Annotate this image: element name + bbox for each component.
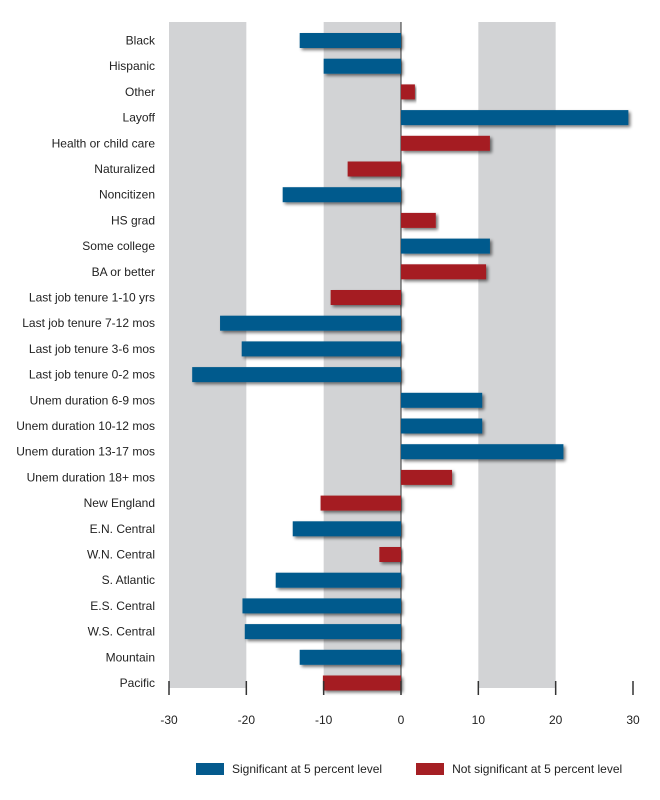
x-tick-label: 0 [398, 713, 405, 727]
bar [275, 572, 401, 588]
bar [320, 495, 401, 511]
bar [244, 624, 401, 640]
category-label: E.S. Central [90, 599, 155, 613]
bar [323, 58, 401, 74]
category-label: Black [126, 34, 156, 48]
bar [347, 161, 401, 177]
legend: Significant at 5 percent level Not signi… [196, 762, 656, 776]
bar [379, 547, 401, 562]
category-label: Last job tenure 1-10 yrs [29, 291, 155, 305]
category-label: Hispanic [109, 59, 155, 73]
category-label: HS grad [111, 213, 155, 227]
x-tick-label: -10 [315, 713, 333, 727]
bar [401, 418, 483, 434]
bar [330, 290, 401, 305]
category-label: S. Atlantic [102, 573, 155, 587]
x-tick-label: -30 [160, 713, 178, 727]
bar [401, 212, 436, 228]
bar [241, 341, 401, 357]
grid-band [478, 22, 556, 688]
legend-item-not-significant: Not significant at 5 percent level [416, 762, 622, 776]
category-label: Unem duration 18+ mos [27, 470, 155, 484]
category-label: Last job tenure 7-12 mos [22, 316, 155, 330]
category-label: Layoff [123, 111, 156, 125]
bar [282, 187, 401, 203]
bar [401, 264, 487, 280]
bars [192, 33, 629, 691]
category-label: Noncitizen [99, 188, 155, 202]
category-label: Mountain [106, 650, 155, 664]
bar [401, 238, 490, 254]
bar [242, 598, 401, 614]
legend-label-significant: Significant at 5 percent level [232, 762, 383, 776]
category-label: Health or child care [52, 136, 156, 150]
legend-item-significant: Significant at 5 percent level [196, 762, 382, 776]
category-label: E.N. Central [90, 522, 155, 536]
bar [401, 135, 490, 151]
bar-chart: Black Hispanic Other Layoff Health or child … [16, 22, 640, 727]
bar [401, 444, 564, 460]
bar [401, 469, 453, 485]
bar [192, 367, 401, 383]
bar [401, 110, 629, 126]
x-tick-label: 30 [626, 713, 640, 727]
category-label: Unem duration 6-9 mos [30, 393, 155, 407]
category-label: Other [125, 85, 155, 99]
legend-swatch-not-significant [416, 763, 445, 775]
category-label: Naturalized [94, 162, 155, 176]
bar [292, 521, 401, 537]
bar [401, 84, 415, 100]
bar [299, 33, 401, 48]
category-label: Last job tenure 3-6 mos [29, 342, 155, 356]
legend-swatch-significant [196, 763, 224, 775]
category-label: Pacific [120, 676, 155, 690]
category-label: Some college [82, 239, 155, 253]
bar [220, 315, 401, 331]
bar [299, 649, 401, 665]
x-axis: -30 -20 -10 0 10 20 30 [160, 681, 640, 727]
category-label: BA or better [92, 265, 155, 279]
legend-label-not-significant: Not significant at 5 percent level [452, 762, 623, 776]
category-label: New England [84, 496, 155, 510]
category-label: Unem duration 10-12 mos [16, 419, 155, 433]
grid-band [169, 22, 247, 688]
x-tick-label: 20 [549, 713, 563, 727]
x-tick-label: -20 [238, 713, 256, 727]
bar [401, 392, 483, 408]
category-label: Last job tenure 0-2 mos [29, 368, 155, 382]
category-label: W.S. Central [88, 625, 155, 639]
category-labels: Black Hispanic Other Layoff Health or child … [16, 34, 156, 691]
x-tick-label: 10 [472, 713, 486, 727]
category-label: Unem duration 13-17 mos [16, 445, 155, 459]
category-label: W.N. Central [87, 548, 155, 562]
bar [322, 675, 401, 691]
